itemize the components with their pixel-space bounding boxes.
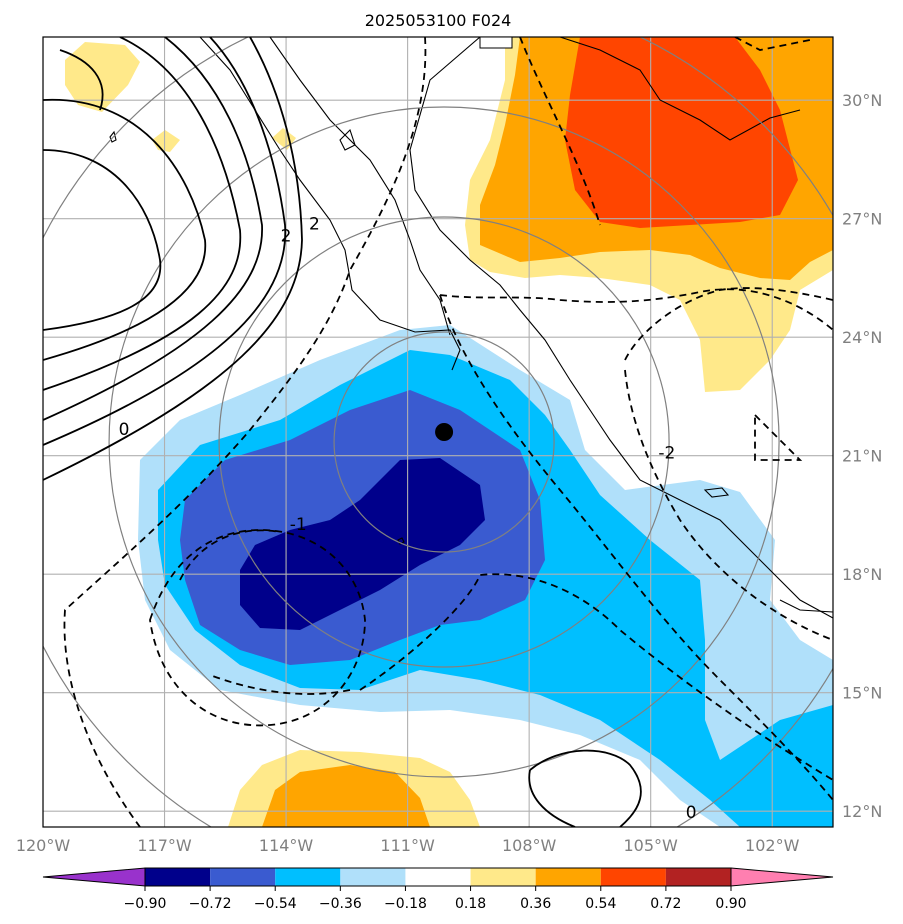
contour-solid-7 — [59, 49, 104, 111]
colorbar-tick-label-2: −0.54 — [254, 896, 297, 912]
fill-negative-level4 — [240, 458, 485, 630]
contour-solid-south — [528, 749, 642, 827]
lat-tick-label-6: 30°N — [842, 91, 882, 110]
colorbar-tick-label-5: 0.18 — [455, 896, 486, 912]
contour-label-3: -1 — [290, 515, 307, 535]
contour-dashed-east-inner — [624, 369, 833, 641]
fill-positive-northeast-3 — [565, 37, 798, 228]
contour-solid-3 — [43, 37, 242, 391]
colorbar — [42, 867, 834, 887]
storm-center-marker — [435, 423, 454, 441]
fill-positive-northwest — [65, 42, 140, 112]
contour-dashed-gulf — [439, 288, 833, 331]
contour-dashed-north-mid — [519, 37, 601, 226]
lat-tick-label-5: 27°N — [842, 210, 882, 229]
contour-solid-2 — [43, 99, 207, 361]
colorbar-tick-label-3: −0.36 — [319, 896, 362, 912]
range-ring-1 — [333, 331, 555, 553]
coastline-baja-west — [199, 37, 461, 371]
lon-tick-label-4: 108°W — [502, 836, 557, 855]
colorbar-bin-8 — [665, 868, 731, 886]
fill-positive-small-1 — [152, 130, 180, 152]
lat-tick-label-4: 24°N — [842, 328, 882, 347]
map-frame — [42, 36, 834, 828]
contour-label-2: 0 — [119, 420, 130, 440]
coastline-mainland-west — [409, 37, 833, 619]
colorbar-tick-label-4: −0.18 — [384, 896, 427, 912]
contour-solid-6 — [43, 37, 303, 481]
lon-tick-label-3: 111°W — [380, 836, 435, 855]
contour-dashed-north-east — [734, 37, 811, 51]
colorbar-tick-label-1: −0.72 — [189, 896, 232, 912]
contour-label-0: 2 — [281, 226, 292, 246]
contour-dashed-ring-2 — [179, 529, 351, 695]
lon-tick-label-5: 105°W — [624, 836, 679, 855]
colorbar-bin-7 — [600, 868, 666, 886]
fill-positive-small-2 — [272, 128, 296, 150]
colorbar-bin-4 — [405, 868, 471, 886]
coastline-small-island-north — [109, 130, 117, 143]
colorbar-tick-label-6: 0.36 — [520, 896, 551, 912]
colorbar-bin-5 — [470, 868, 536, 886]
coastline-gulf-islands — [339, 128, 356, 151]
figure-title: 2025053100 F024 — [365, 11, 512, 30]
lat-tick-label-3: 21°N — [842, 447, 882, 466]
range-ring-3 — [108, 106, 780, 778]
colorbar-extend-high — [730, 867, 834, 887]
lon-tick-label-0: 120°W — [16, 836, 71, 855]
colorbar-extend-low — [42, 867, 146, 887]
dashed-contours — [63, 37, 833, 827]
contour-label-4: -2 — [658, 444, 675, 464]
colorbar-tick-label-0: −0.90 — [124, 896, 167, 912]
contour-label-5: 0 — [686, 803, 697, 823]
contour-dashed-ring-1 — [149, 529, 366, 727]
contour-labels: 22 0 -1 -2 0 — [119, 215, 697, 824]
range-ring-2 — [218, 216, 670, 668]
lon-tick-label-2: 114°W — [259, 836, 314, 855]
filled-anomaly-layer — [65, 37, 833, 827]
contour-dashed-east-long — [439, 294, 833, 801]
colorbar-bin-1 — [210, 868, 276, 886]
lat-tick-label-1: 15°N — [842, 684, 882, 703]
contour-dashed-outer — [63, 37, 427, 827]
border-fragment-east — [779, 599, 833, 613]
map-inset-box — [479, 36, 513, 49]
colorbar-tick-label-9: 0.90 — [715, 896, 746, 912]
lon-tick-label-1: 117°W — [137, 836, 192, 855]
latitude-tick-labels: 12°N 15°N 18°N 21°N 24°N 27°N 30°N — [842, 91, 882, 821]
contour-solid-1 — [43, 149, 162, 331]
contour-dashed-box — [754, 412, 803, 461]
longitude-tick-labels: 120°W 117°W 114°W 111°W 108°W 105°W 102°W — [16, 836, 800, 855]
solid-contours — [43, 37, 642, 827]
colorbar-tick-label-8: 0.72 — [650, 896, 681, 912]
lat-tick-label-0: 12°N — [842, 802, 882, 821]
colorbar-bin-6 — [535, 868, 601, 886]
colorbar-bin-0 — [145, 868, 211, 886]
range-rings — [43, 37, 833, 827]
lat-tick-label-2: 18°N — [842, 565, 882, 584]
map-area: 22 0 -1 -2 0 — [43, 37, 833, 827]
contour-solid-5 — [43, 37, 287, 446]
lon-tick-label-6: 102°W — [745, 836, 800, 855]
coastline-baja-east-gulf — [269, 37, 451, 336]
border-us-mexico — [559, 37, 801, 141]
colorbar-tick-labels: −0.90 −0.72 −0.54 −0.36 −0.18 0.18 0.36 0.54 0.7… — [124, 886, 747, 912]
colorbar-bin-2 — [275, 868, 341, 886]
contour-label-1: 2 — [309, 215, 320, 235]
coastline-south-mainland — [703, 487, 730, 498]
colorbar-tick-label-7: 0.54 — [585, 896, 616, 912]
contour-solid-4 — [43, 37, 263, 421]
contour-dashed-coast — [624, 287, 833, 361]
colorbar-bin-3 — [340, 868, 406, 886]
colorbar-outline — [144, 867, 732, 887]
